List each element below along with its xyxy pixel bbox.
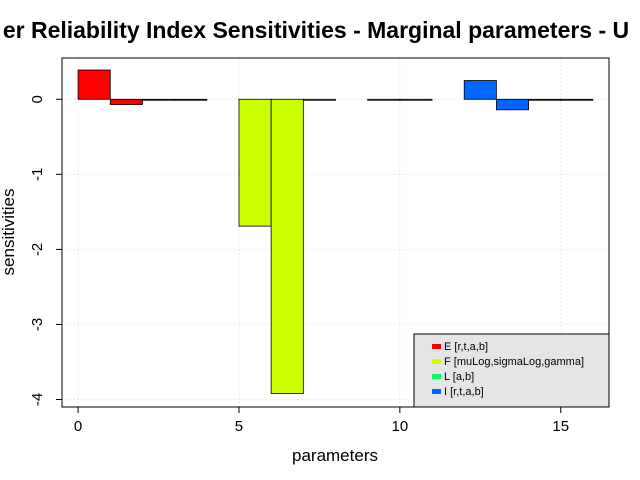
bar-0-0 xyxy=(77,69,111,100)
legend-box xyxy=(413,333,610,408)
bar-0-1 xyxy=(109,98,143,105)
bar-3-2 xyxy=(528,98,562,101)
bar-3-0 xyxy=(463,80,497,100)
legend-label-2: L [a,b] xyxy=(444,371,474,383)
y-axis: 0 -1 -2 -3 -4 xyxy=(29,95,62,406)
bar-2-1 xyxy=(399,98,433,101)
y-tick-label: -2 xyxy=(29,243,46,256)
legend-label-3: I [r,t,a,b] xyxy=(444,386,484,398)
bar-1-2 xyxy=(302,98,336,101)
y-axis-label: sensitivities xyxy=(0,189,18,276)
bar-3-1 xyxy=(495,98,529,111)
y-tick-label: 0 xyxy=(29,95,46,103)
x-tick-label: 10 xyxy=(392,418,409,435)
x-tick-label: 5 xyxy=(235,418,243,435)
legend-swatch-2 xyxy=(432,374,441,379)
legend-swatch-3 xyxy=(432,389,441,394)
bar-1-0 xyxy=(238,98,272,227)
legend: E [r,t,a,b] F [muLog,sigmaLog,gamma] L [a,… xyxy=(413,333,610,408)
bar-0-3 xyxy=(174,98,208,101)
y-tick-label: -4 xyxy=(29,393,46,406)
legend-label-1: F [muLog,sigmaLog,gamma] xyxy=(444,356,584,368)
legend-label-0: E [r,t,a,b] xyxy=(444,341,488,353)
y-tick-label: -3 xyxy=(29,318,46,331)
x-axis: 0 5 10 15 xyxy=(74,407,569,435)
x-tick-label: 0 xyxy=(74,418,82,435)
chart-title: er Reliability Index Sensitivities - Mar… xyxy=(3,17,629,43)
bar-3-3 xyxy=(560,98,594,101)
x-tick-label: 15 xyxy=(552,418,569,435)
legend-swatch-0 xyxy=(432,344,441,349)
legend-swatch-1 xyxy=(432,359,441,364)
bars-group xyxy=(77,69,594,394)
x-axis-label: parameters xyxy=(292,446,378,465)
bar-2-0 xyxy=(367,98,401,101)
y-tick-label: -1 xyxy=(29,168,46,181)
plot-frame xyxy=(61,57,610,408)
bar-1-1 xyxy=(270,98,304,394)
bar-0-2 xyxy=(142,98,176,101)
